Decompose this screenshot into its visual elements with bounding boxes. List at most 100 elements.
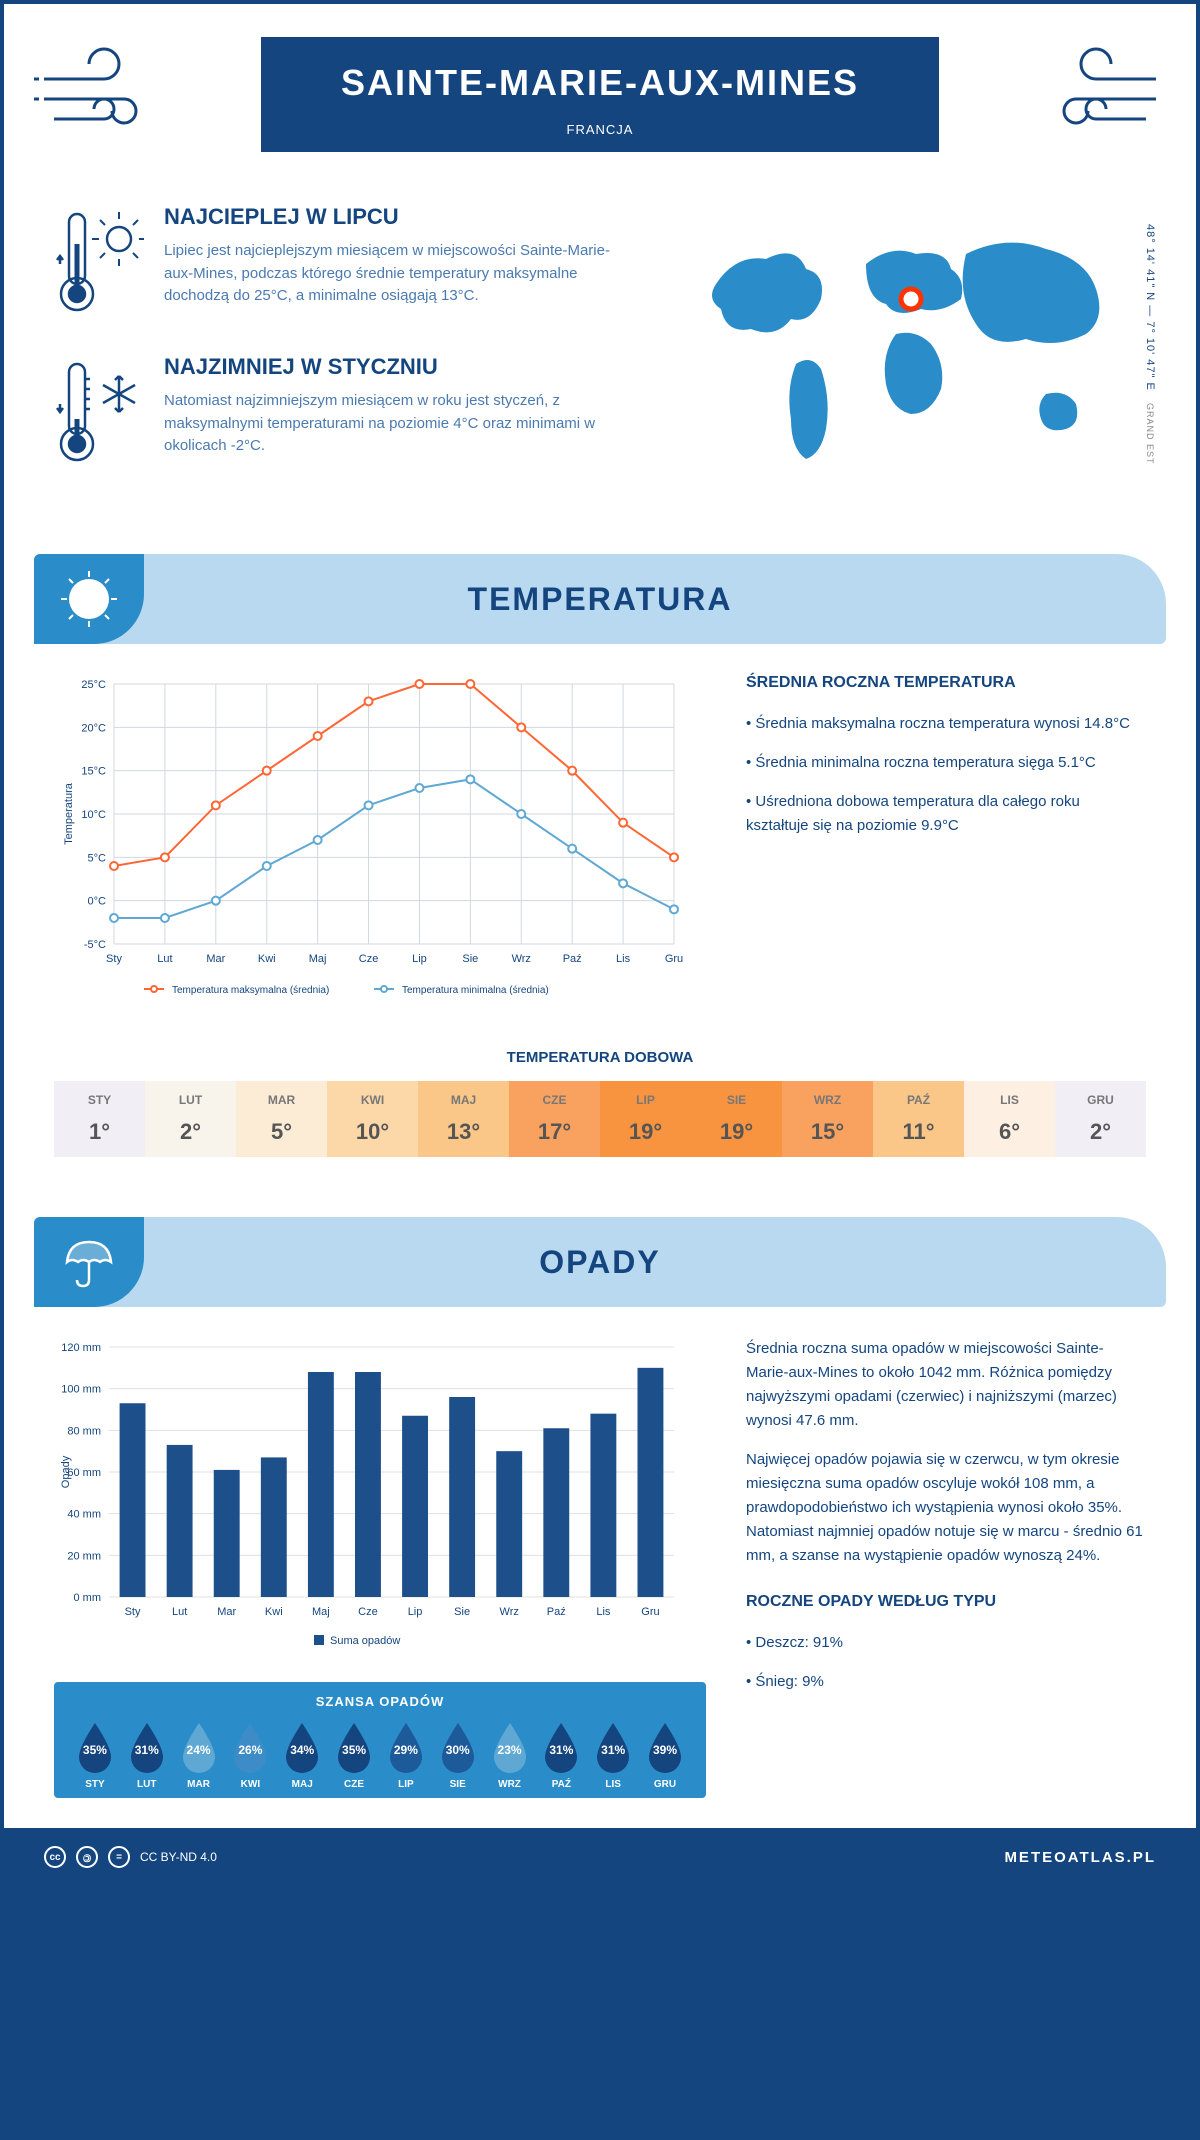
svg-text:Sie: Sie [454,1606,470,1618]
svg-text:Gru: Gru [641,1606,659,1618]
precip-text: Średnia roczna suma opadów w miejscowośc… [746,1337,1146,1433]
svg-text:40 mm: 40 mm [67,1509,101,1521]
precip-text: Najwięcej opadów pojawia się w czerwcu, … [746,1448,1146,1568]
country: FRANCJA [341,122,859,137]
site-name: METEOATLAS.PL [1004,1849,1156,1866]
drop-item: 29% LIP [380,1719,432,1790]
svg-text:Wrz: Wrz [512,953,531,965]
drop-item: 24% MAR [173,1719,225,1790]
svg-text:Paź: Paź [563,953,582,965]
svg-text:Sty: Sty [125,1606,141,1618]
svg-text:Temperatura minimalna (średnia: Temperatura minimalna (średnia) [402,985,549,996]
precip-bar-chart: 0 mm20 mm40 mm60 mm80 mm100 mm120 mmStyL… [54,1337,706,1798]
precip-type-title: ROCZNE OPADY WEDŁUG TYPU [746,1593,1146,1611]
precip-section-header: OPADY [34,1217,1166,1307]
temp-cell: LUT2° [145,1081,236,1157]
daily-temp: TEMPERATURA DOBOWA STY1°LUT2°MAR5°KWI10°… [4,1049,1196,1197]
daily-temp-title: TEMPERATURA DOBOWA [54,1049,1146,1066]
temp-cell: MAJ13° [418,1081,509,1157]
thermometer-snow-icon [54,354,144,474]
svg-text:Lip: Lip [412,953,427,965]
warmest-block: NAJCIEPLEJ W LIPCU Lipiec jest najcieple… [54,204,626,324]
rain-chance-title: SZANSA OPADÓW [69,1694,691,1709]
nd-icon: = [108,1846,130,1868]
temp-cell: LIP19° [600,1081,691,1157]
svg-text:Suma opadów: Suma opadów [330,1635,400,1647]
drop-item: 31% LUT [121,1719,173,1790]
svg-text:Temperatura maksymalna (średni: Temperatura maksymalna (średnia) [172,985,329,996]
svg-text:0 mm: 0 mm [74,1592,102,1604]
precip-chart-wrap: 0 mm20 mm40 mm60 mm80 mm100 mm120 mmStyL… [4,1337,1196,1828]
svg-text:0°C: 0°C [88,896,107,908]
thermometer-sun-icon [54,204,144,324]
temp-cell: MAR5° [236,1081,327,1157]
temp-info-title: ŚREDNIA ROCZNA TEMPERATURA [746,674,1146,692]
temp-cell: STY1° [54,1081,145,1157]
svg-text:Cze: Cze [359,953,379,965]
svg-text:100 mm: 100 mm [61,1384,101,1396]
header: SAINTE-MARIE-AUX-MINES FRANCJA [4,4,1196,184]
umbrella-badge-icon [34,1217,144,1307]
svg-text:Cze: Cze [358,1606,378,1618]
sun-badge-icon [34,554,144,644]
temp-bullet: • Uśredniona dobowa temperatura dla całe… [746,790,1146,838]
temp-line-chart: -5°C0°C5°C10°C15°C20°C25°CStyLutMarKwiMa… [54,674,706,1019]
drops-row: 35% STY 31% LUT 24% MAR 26% KWI 34% MAJ … [69,1719,691,1790]
temp-title: TEMPERATURA [468,581,733,618]
license: cc 🄯 = CC BY-ND 4.0 [44,1846,217,1868]
drop-item: 35% STY [69,1719,121,1790]
temp-cell: PAŹ11° [873,1081,964,1157]
svg-text:5°C: 5°C [88,852,107,864]
temp-table: STY1°LUT2°MAR5°KWI10°MAJ13°CZE17°LIP19°S… [54,1081,1146,1157]
temp-cell: CZE17° [509,1081,600,1157]
svg-text:Lis: Lis [596,1606,611,1618]
svg-text:Lut: Lut [157,953,172,965]
svg-text:60 mm: 60 mm [67,1467,101,1479]
temp-bullet: • Średnia minimalna roczna temperatura s… [746,751,1146,775]
drop-item: 26% KWI [224,1719,276,1790]
svg-text:120 mm: 120 mm [61,1342,101,1354]
drop-item: 35% CZE [328,1719,380,1790]
wind-icon [1026,44,1166,144]
temp-section-header: TEMPERATURA [34,554,1166,644]
coldest-block: NAJZIMNIEJ W STYCZNIU Natomiast najzimni… [54,354,626,474]
svg-text:Mar: Mar [206,953,225,965]
svg-text:Temperatura: Temperatura [63,782,75,845]
svg-text:Maj: Maj [312,1606,330,1618]
world-map: 48° 14' 41" N — 7° 10' 47" E GRAND EST [666,204,1146,504]
svg-text:Wrz: Wrz [500,1606,519,1618]
svg-text:-5°C: -5°C [84,939,106,951]
infographic-page: SAINTE-MARIE-AUX-MINES FRANCJA [0,0,1200,1890]
svg-text:10°C: 10°C [81,809,106,821]
title-box: SAINTE-MARIE-AUX-MINES FRANCJA [261,37,939,152]
region: GRAND EST [1145,403,1155,465]
svg-text:Kwi: Kwi [258,953,276,965]
drop-item: 23% WRZ [484,1719,536,1790]
drop-item: 39% GRU [639,1719,691,1790]
warmest-title: NAJCIEPLEJ W LIPCU [164,204,626,230]
svg-text:Lis: Lis [616,953,631,965]
temp-info: ŚREDNIA ROCZNA TEMPERATURA • Średnia mak… [746,674,1146,1019]
license-text: CC BY-ND 4.0 [140,1850,217,1864]
svg-text:Opady: Opady [60,1455,72,1488]
rain-chance: SZANSA OPADÓW 35% STY 31% LUT 24% MAR 26… [54,1682,706,1798]
precip-info: Średnia roczna suma opadów w miejscowośc… [746,1337,1146,1798]
coldest-text: Natomiast najzimniejszym miesiącem w rok… [164,390,626,458]
lat-lon: 48° 14' 41" N — 7° 10' 47" E [1144,224,1156,391]
svg-text:Sie: Sie [462,953,478,965]
precip-title: OPADY [539,1244,660,1281]
coords: 48° 14' 41" N — 7° 10' 47" E GRAND EST [1144,224,1156,464]
drop-item: 31% LIS [587,1719,639,1790]
svg-text:20°C: 20°C [81,722,106,734]
svg-text:Kwi: Kwi [265,1606,283,1618]
coldest-title: NAJZIMNIEJ W STYCZNIU [164,354,626,380]
svg-text:Gru: Gru [665,953,683,965]
temp-cell: SIE19° [691,1081,782,1157]
svg-text:Lut: Lut [172,1606,187,1618]
wind-icon [34,44,174,144]
svg-text:Sty: Sty [106,953,122,965]
svg-text:Mar: Mar [217,1606,236,1618]
svg-text:25°C: 25°C [81,679,106,691]
drop-item: 31% PAŹ [535,1719,587,1790]
precip-snow: • Śnieg: 9% [746,1670,1146,1694]
